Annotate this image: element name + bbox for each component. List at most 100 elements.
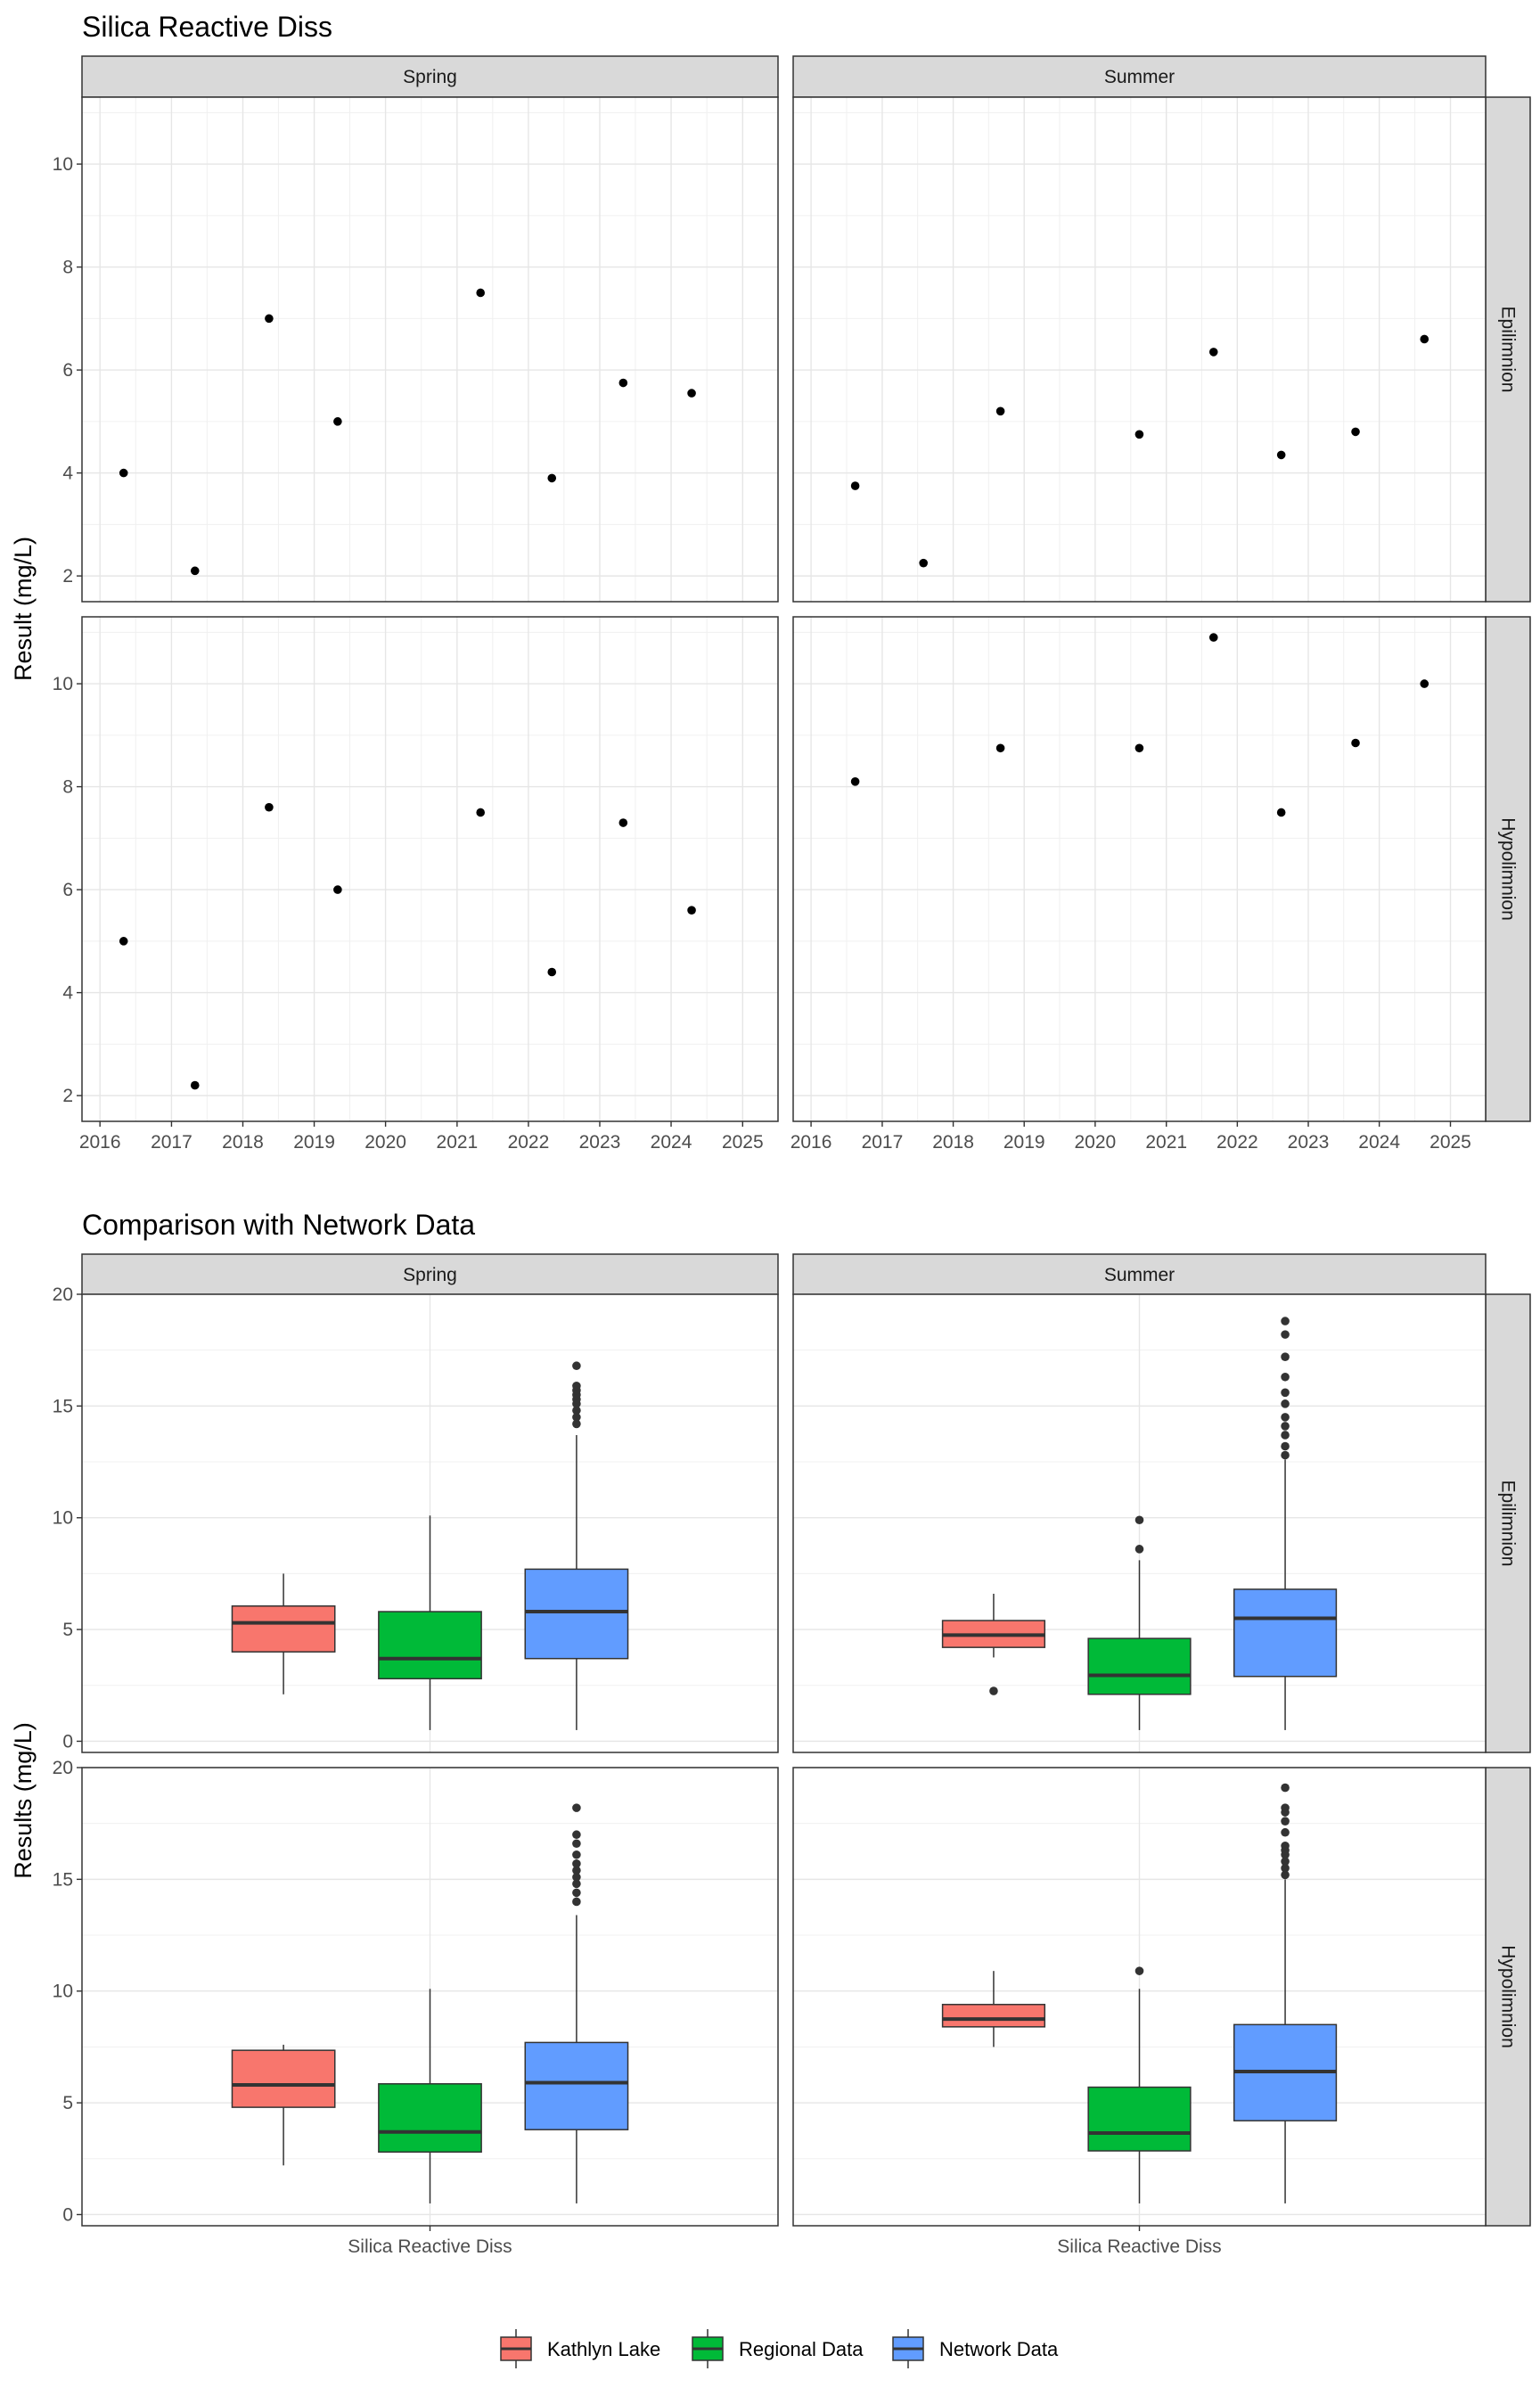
strip-col-label: Summer (1104, 1265, 1175, 1285)
x-tick-label: 2021 (437, 1132, 479, 1153)
box-iqr (378, 1611, 482, 1680)
scatter-panels: Spring SummerEpilimnionHypolimnion2468102… (53, 55, 1531, 1153)
box-iqr (231, 1605, 336, 1653)
legend-item-network-data: Network Data (892, 2329, 1059, 2368)
data-point (1135, 430, 1144, 439)
legend-label: Network Data (939, 2338, 1059, 2360)
data-point (119, 937, 128, 946)
outlier-point (1281, 1857, 1290, 1867)
outlier-point (1281, 1317, 1290, 1325)
y-tick-label: 10 (53, 674, 73, 694)
x-tick-label: 2022 (508, 1132, 550, 1153)
panel-summer-hypolimnion: Silica Reactive Diss (792, 1767, 1487, 2257)
strip-row-label: Epilimnion (1498, 1481, 1519, 1567)
data-point (687, 906, 696, 915)
data-point (333, 885, 342, 894)
panel-border (792, 1293, 1487, 1753)
y-tick-label: 4 (62, 464, 73, 484)
outlier-point (572, 1406, 581, 1415)
outlier-point (1281, 1864, 1290, 1873)
x-tick-label: 2023 (1288, 1132, 1330, 1153)
x-tick-label: 2021 (1145, 1132, 1187, 1153)
strip-row-hypolimnion (1485, 616, 1531, 1122)
strip-col-summer (792, 55, 1487, 98)
box-kathlyn-lake (941, 1971, 1046, 2047)
data-point (1276, 808, 1286, 817)
panel-border (792, 616, 1487, 1122)
outlier-point (572, 1879, 581, 1889)
panel-spring-hypolimnion: 0 5 10 15 20 Silica Reactive Diss (53, 1758, 779, 2257)
outlier-point (1281, 1388, 1290, 1398)
data-point (1135, 743, 1144, 753)
box-y-axis-title: Results (mg/L) (10, 1722, 37, 1879)
x-tick-label: 2025 (722, 1132, 764, 1153)
panel-background (793, 617, 1486, 1121)
y-tick-label: 20 (53, 1284, 73, 1305)
strip-col-label: Spring (403, 67, 457, 87)
outlier-point (1281, 1870, 1290, 1880)
data-point (995, 406, 1005, 416)
box-regional-data (1087, 1515, 1192, 1730)
data-point (1208, 633, 1218, 642)
x-tick-label: 2017 (151, 1132, 192, 1153)
box-iqr (941, 2004, 1046, 2028)
panel-spring-epilimnion: 2 4 6 8 10 (53, 96, 779, 603)
panel-background (82, 617, 778, 1121)
x-tick-label: Silica Reactive Diss (1057, 2236, 1221, 2257)
y-tick-label: 6 (62, 880, 73, 900)
x-tick-label: 2019 (293, 1132, 335, 1153)
outlier-point (1281, 1817, 1290, 1826)
x-tick-label: 2018 (932, 1132, 974, 1153)
x-tick-label: 2016 (790, 1132, 832, 1153)
y-tick-label: 8 (62, 258, 73, 278)
x-tick-label: Silica Reactive Diss (348, 2236, 512, 2257)
strip-col-summer (792, 1253, 1487, 1295)
outlier-point (1281, 1413, 1290, 1422)
outlier-point (572, 1888, 581, 1898)
panel-summer-epilimnion (792, 96, 1487, 603)
box-iqr (1233, 1588, 1338, 1678)
x-tick-label: 2024 (651, 1132, 692, 1153)
x-tick-label: 2024 (1358, 1132, 1400, 1153)
outlier-point (989, 1686, 998, 1695)
data-point (1276, 450, 1286, 460)
y-tick-label: 8 (62, 777, 73, 798)
data-point (1351, 738, 1360, 748)
box-kathlyn-lake (941, 1593, 1046, 1695)
y-tick-label: 10 (53, 1508, 73, 1529)
outlier-point (572, 1850, 581, 1859)
strip-row-label: Epilimnion (1498, 307, 1519, 393)
box-regional-data (378, 1515, 482, 1730)
outlier-point (1281, 1352, 1290, 1362)
outlier-point (1281, 1422, 1290, 1431)
box-iqr (231, 2049, 336, 2108)
legend-item-kathlyn-lake: Kathlyn Lake (500, 2329, 660, 2368)
box-iqr (1087, 2086, 1192, 2152)
panel-border (81, 1293, 779, 1753)
scatter-chart-title: Silica Reactive Diss (82, 11, 332, 43)
data-point (1351, 427, 1360, 437)
panel-background (82, 97, 778, 602)
outlier-point (572, 1382, 581, 1391)
data-point (850, 777, 860, 786)
outlier-point (1281, 1803, 1290, 1812)
y-tick-label: 0 (62, 2204, 73, 2225)
x-tick-label: 2023 (579, 1132, 621, 1153)
y-tick-label: 4 (62, 983, 73, 1004)
data-point (1420, 679, 1429, 688)
box-kathlyn-lake (231, 1573, 336, 1694)
panel-spring-epilimnion: 0 5 10 15 20 (53, 1284, 779, 1753)
x-tick-label: 2025 (1429, 1132, 1471, 1153)
y-tick-label: 6 (62, 360, 73, 381)
strip-row-epilimnion (1485, 96, 1531, 603)
data-point (1208, 348, 1218, 357)
strip-row-label: Hypolimnion (1498, 817, 1519, 921)
x-tick-label: 2020 (1075, 1132, 1117, 1153)
box-regional-data (1087, 1966, 1192, 2203)
outlier-point (572, 1839, 581, 1849)
outlier-point (1281, 1783, 1290, 1793)
box-iqr (378, 2083, 482, 2154)
outlier-point (572, 1803, 581, 1812)
y-tick-label: 20 (53, 1758, 73, 1778)
